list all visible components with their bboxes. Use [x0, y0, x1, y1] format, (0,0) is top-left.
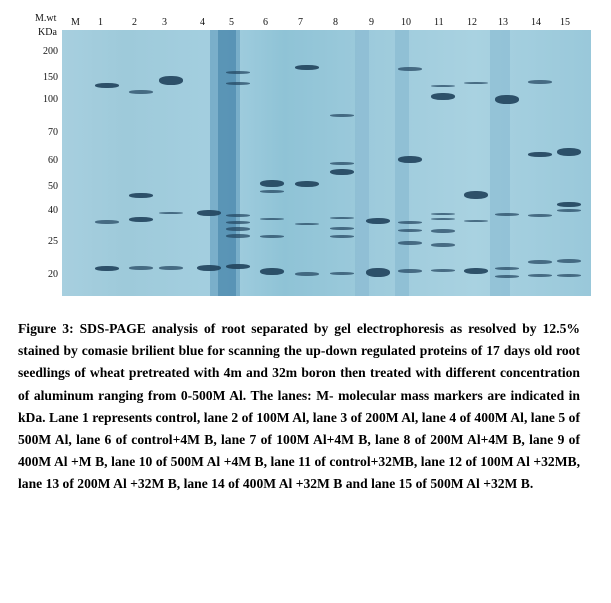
protein-band-lane-13	[495, 266, 519, 270]
protein-band-lane-11	[431, 243, 455, 247]
mw-label-150: 150	[43, 72, 58, 83]
protein-band-lane-10	[398, 155, 422, 163]
protein-band-lane-7	[295, 181, 319, 187]
protein-band-lane-7	[295, 64, 319, 70]
protein-band-lane-10	[398, 241, 422, 245]
lane-label-6: 6	[263, 17, 268, 28]
mw-label-40: 40	[48, 205, 58, 216]
lane-label-7: 7	[298, 17, 303, 28]
lane-label-12: 12	[467, 17, 477, 28]
protein-band-lane-4	[197, 265, 221, 271]
protein-band-lane-6	[260, 179, 284, 187]
protein-band-lane-13	[495, 94, 519, 104]
protein-band-lane-8	[330, 271, 354, 275]
protein-band-lane-5	[226, 234, 250, 238]
protein-band-lane-2	[129, 90, 153, 94]
protein-band-lane-5	[226, 81, 250, 85]
protein-band-lane-4	[197, 210, 221, 216]
lane-label-3: 3	[162, 17, 167, 28]
lane-label-m: M	[71, 17, 80, 28]
protein-band-lane-14	[528, 213, 552, 217]
protein-band-lane-8	[330, 113, 354, 117]
mw-label-50: 50	[48, 181, 58, 192]
lane-label-4: 4	[200, 17, 205, 28]
protein-band-lane-14	[528, 273, 552, 277]
lane-label-13: 13	[498, 17, 508, 28]
lane-label-10: 10	[401, 17, 411, 28]
protein-band-lane-15	[557, 208, 581, 212]
protein-band-lane-12	[464, 82, 488, 84]
lane-label-2: 2	[132, 17, 137, 28]
protein-band-lane-1	[95, 265, 119, 271]
protein-band-lane-10	[398, 269, 422, 273]
lane-label-9: 9	[369, 17, 374, 28]
marker-header-line1: M.wt	[35, 13, 57, 24]
protein-band-lane-5	[226, 227, 250, 231]
protein-band-lane-13	[495, 212, 519, 216]
protein-band-lane-14	[528, 80, 552, 84]
marker-header-line2: KDa	[38, 27, 57, 38]
protein-band-lane-14	[528, 151, 552, 157]
protein-band-lane-8	[330, 169, 354, 175]
figure-caption: Figure 3: SDS-PAGE analysis of root sepa…	[18, 321, 580, 492]
protein-band-lane-12	[464, 268, 488, 274]
protein-band-lane-11	[431, 218, 455, 220]
protein-band-lane-12	[464, 191, 488, 199]
lane-label-1: 1	[98, 17, 103, 28]
protein-band-lane-11	[431, 92, 455, 100]
protein-band-lane-2	[129, 192, 153, 198]
protein-band-lane-2	[129, 216, 153, 222]
mw-label-70: 70	[48, 127, 58, 138]
protein-band-lane-3	[159, 266, 183, 270]
mw-label-200: 200	[43, 46, 58, 57]
lane-label-8: 8	[333, 17, 338, 28]
protein-band-lane-15	[557, 148, 581, 156]
protein-band-lane-15	[557, 201, 581, 207]
gel-figure: M.wt KDa 200 150 100 70 60 50 40 25 20 M…	[0, 0, 611, 300]
protein-band-lane-8	[330, 226, 354, 230]
protein-band-lane-10	[398, 228, 422, 232]
molecular-weight-axis: 200 150 100 70 60 50 40 25 20	[28, 0, 58, 300]
protein-band-lane-7	[295, 272, 319, 276]
protein-band-lane-6	[260, 234, 284, 238]
protein-band-lane-1	[95, 220, 119, 224]
protein-band-lane-5	[226, 213, 250, 217]
protein-band-lane-7	[295, 223, 319, 225]
protein-band-lane-14	[528, 260, 552, 264]
lane-label-14: 14	[531, 17, 541, 28]
protein-band-lane-2	[129, 266, 153, 270]
protein-band-lane-8	[330, 217, 354, 219]
protein-band-lane-3	[159, 212, 183, 214]
protein-band-lane-5	[226, 70, 250, 74]
protein-band-lane-3	[159, 75, 183, 85]
protein-band-lane-5	[226, 220, 250, 224]
lane-label-15: 15	[560, 17, 570, 28]
protein-band-lane-1	[95, 82, 119, 88]
protein-band-lane-8	[330, 161, 354, 165]
gel-image	[62, 30, 591, 296]
protein-band-lane-10	[398, 67, 422, 71]
protein-band-lane-9	[366, 267, 390, 277]
protein-band-lane-9	[366, 218, 390, 224]
protein-band-lane-15	[557, 259, 581, 263]
mw-label-20: 20	[48, 269, 58, 280]
protein-band-lane-11	[431, 268, 455, 272]
protein-band-lane-11	[431, 85, 455, 87]
mw-label-25: 25	[48, 236, 58, 247]
protein-band-lane-12	[464, 220, 488, 222]
lane-label-11: 11	[434, 17, 444, 28]
protein-band-lane-6	[260, 267, 284, 275]
protein-band-lane-11	[431, 213, 455, 215]
protein-band-lane-6	[260, 189, 284, 193]
protein-band-lane-11	[431, 229, 455, 233]
lane-label-5: 5	[229, 17, 234, 28]
protein-band-lane-5	[226, 263, 250, 269]
protein-band-lane-6	[260, 218, 284, 220]
protein-band-lane-8	[330, 234, 354, 238]
mw-label-100: 100	[43, 94, 58, 105]
protein-band-lane-15	[557, 273, 581, 277]
protein-band-lane-10	[398, 220, 422, 224]
mw-label-60: 60	[48, 155, 58, 166]
protein-band-lane-13	[495, 274, 519, 278]
